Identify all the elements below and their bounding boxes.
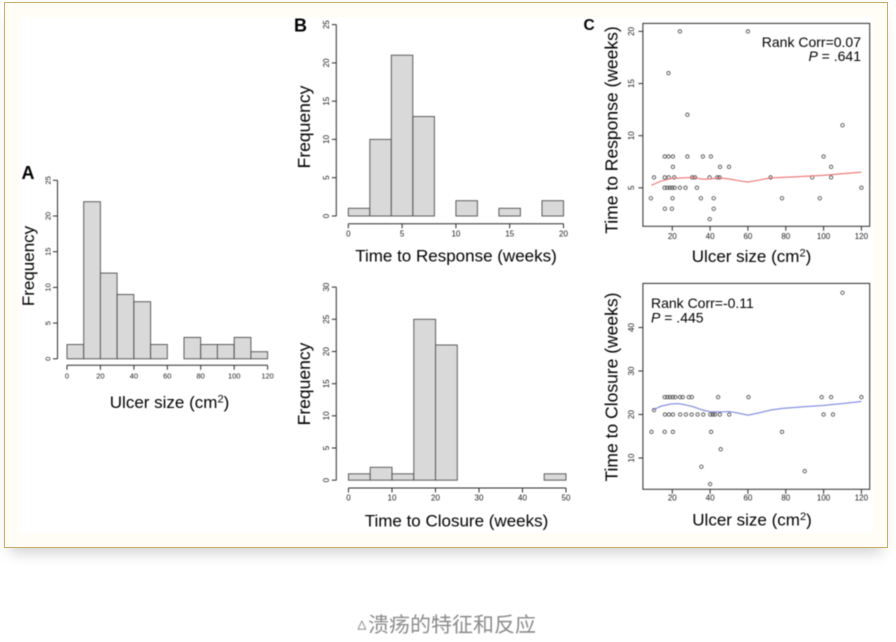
svg-text:25: 25	[322, 314, 331, 323]
svg-text:25: 25	[322, 20, 331, 29]
svg-text:10: 10	[322, 134, 331, 143]
svg-text:Time to Response (weeks): Time to Response (weeks)	[602, 26, 622, 233]
svg-text:20: 20	[322, 58, 331, 67]
svg-text:10: 10	[451, 230, 460, 239]
svg-text:100: 100	[817, 494, 831, 503]
svg-text:120: 120	[261, 372, 274, 381]
svg-text:0: 0	[322, 213, 331, 218]
svg-text:20: 20	[44, 212, 53, 220]
svg-text:0: 0	[322, 477, 331, 482]
svg-text:5: 5	[322, 175, 331, 180]
svg-text:60: 60	[743, 232, 752, 241]
svg-text:120: 120	[855, 232, 869, 241]
svg-text:0: 0	[346, 230, 351, 239]
svg-text:5: 5	[44, 321, 53, 325]
svg-text:10: 10	[44, 283, 53, 291]
svg-text:20: 20	[627, 410, 636, 419]
svg-text:15: 15	[627, 79, 636, 88]
svg-text:40: 40	[518, 494, 527, 503]
svg-text:120: 120	[855, 494, 869, 503]
svg-text:Frequency: Frequency	[19, 225, 38, 306]
svg-text:40: 40	[130, 372, 138, 381]
svg-text:15: 15	[322, 379, 331, 388]
svg-text:0: 0	[346, 494, 351, 503]
svg-text:80: 80	[781, 494, 790, 503]
svg-text:0: 0	[44, 357, 53, 361]
svg-text:30: 30	[322, 282, 331, 291]
svg-text:Rank Corr=-0.11: Rank Corr=-0.11	[651, 295, 754, 311]
svg-text:20: 20	[322, 347, 331, 356]
svg-text:Time to Response (weeks): Time to Response (weeks)	[355, 247, 557, 266]
svg-text:60: 60	[163, 372, 171, 381]
svg-text:15: 15	[505, 230, 514, 239]
svg-text:Ulcer size (cm2): Ulcer size (cm2)	[692, 247, 811, 266]
svg-text:20: 20	[431, 494, 440, 503]
svg-text:20: 20	[668, 494, 677, 503]
svg-text:10: 10	[627, 131, 636, 140]
svg-text:80: 80	[197, 372, 205, 381]
svg-text:30: 30	[627, 366, 636, 375]
svg-text:A: A	[22, 163, 35, 183]
svg-text:P = .641: P = .641	[808, 48, 861, 64]
svg-text:20: 20	[96, 372, 104, 381]
svg-text:50: 50	[562, 494, 571, 503]
svg-text:40: 40	[706, 494, 715, 503]
svg-text:5: 5	[400, 230, 405, 239]
svg-text:Ulcer size (cm2): Ulcer size (cm2)	[110, 393, 229, 412]
svg-text:100: 100	[228, 372, 241, 381]
svg-text:30: 30	[475, 494, 484, 503]
svg-text:20: 20	[668, 232, 677, 241]
svg-text:15: 15	[322, 96, 331, 105]
svg-text:10: 10	[322, 411, 331, 420]
svg-text:20: 20	[559, 230, 568, 239]
svg-text:10: 10	[627, 453, 636, 462]
svg-text:5: 5	[627, 185, 636, 190]
svg-text:5: 5	[322, 445, 331, 450]
svg-text:25: 25	[44, 176, 53, 184]
svg-text:60: 60	[743, 494, 752, 503]
svg-text:Ulcer size (cm2): Ulcer size (cm2)	[692, 511, 811, 530]
svg-text:40: 40	[627, 323, 636, 332]
svg-text:80: 80	[781, 232, 790, 241]
svg-text:Time to Closure (weeks): Time to Closure (weeks)	[602, 293, 622, 482]
svg-text:Frequency: Frequency	[294, 85, 314, 168]
svg-text:0: 0	[65, 372, 69, 381]
svg-text:Frequency: Frequency	[294, 342, 314, 425]
svg-text:B: B	[294, 16, 307, 36]
svg-text:P = .445: P = .445	[651, 310, 704, 326]
svg-text:100: 100	[817, 232, 831, 241]
svg-text:40: 40	[706, 232, 715, 241]
svg-text:15: 15	[44, 248, 53, 256]
svg-text:Rank Corr=0.07: Rank Corr=0.07	[762, 34, 861, 50]
svg-text:10: 10	[388, 494, 397, 503]
svg-text:C: C	[584, 17, 595, 34]
svg-text:20: 20	[627, 26, 636, 35]
svg-text:Time to Closure (weeks): Time to Closure (weeks)	[365, 512, 549, 531]
